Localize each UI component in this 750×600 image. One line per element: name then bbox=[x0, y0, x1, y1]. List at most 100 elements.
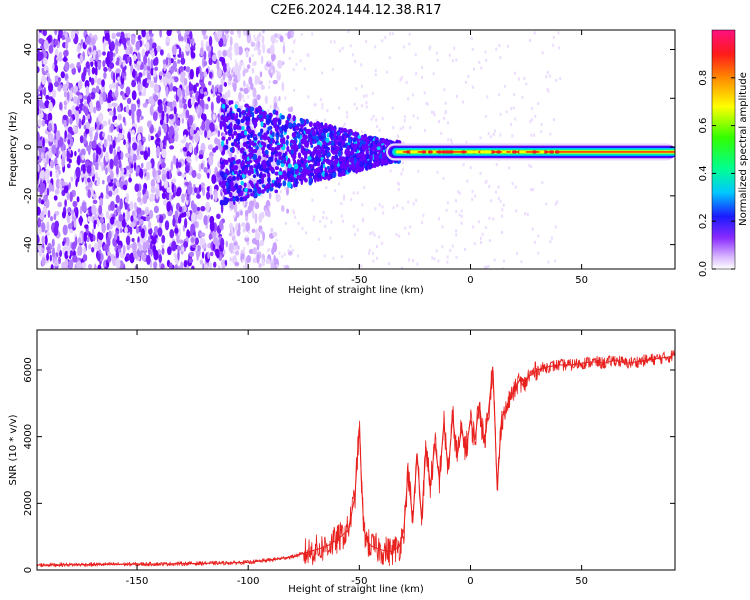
heatmap-cell bbox=[300, 33, 303, 37]
heatmap-cell bbox=[221, 184, 226, 189]
heatmap-cell bbox=[396, 134, 399, 138]
heatmap-cell bbox=[295, 62, 298, 66]
heatmap-cell bbox=[250, 82, 254, 91]
heatmap-cell bbox=[161, 234, 166, 244]
heatmap-cell bbox=[85, 185, 90, 191]
heatmap-cell bbox=[467, 74, 470, 78]
heatmap-cell bbox=[283, 264, 286, 268]
heatmap-cell bbox=[242, 227, 246, 233]
heatmap-cell bbox=[113, 136, 117, 141]
heatmap-cell bbox=[53, 213, 57, 221]
heatmap-cell bbox=[223, 189, 227, 195]
heatmap-cell bbox=[152, 94, 159, 102]
heatmap-cell bbox=[372, 140, 376, 146]
heatmap-cell bbox=[195, 66, 199, 78]
heatmap-cell bbox=[486, 95, 489, 99]
heatmap-cell bbox=[173, 106, 177, 115]
heatmap-cell bbox=[262, 163, 267, 170]
heatmap-cell bbox=[251, 54, 254, 58]
heatmap-cell bbox=[258, 32, 262, 38]
heatmap-cell bbox=[373, 154, 378, 161]
signal-hotspot bbox=[496, 150, 502, 154]
heatmap-cell bbox=[168, 130, 173, 139]
heatmap-cell bbox=[315, 127, 319, 133]
heatmap-cell bbox=[247, 127, 252, 133]
heatmap-cell bbox=[152, 58, 157, 67]
heatmap-cell bbox=[260, 141, 265, 146]
heatmap-cell bbox=[330, 164, 334, 170]
spectrogram-frame bbox=[36, 29, 676, 270]
heatmap-cell bbox=[61, 34, 66, 41]
heatmap-cell bbox=[78, 216, 84, 224]
heatmap-cell bbox=[146, 254, 151, 265]
heatmap-cell bbox=[141, 48, 146, 58]
heatmap-cell bbox=[133, 202, 137, 210]
heatmap-cell bbox=[323, 254, 326, 258]
heatmap-cell bbox=[48, 122, 53, 132]
heatmap-cell bbox=[107, 134, 111, 142]
heatmap-cell bbox=[122, 60, 126, 67]
heatmap-cell bbox=[319, 219, 322, 223]
heatmap-cell bbox=[361, 203, 364, 207]
heatmap-cell bbox=[157, 104, 163, 114]
signal-hotspot bbox=[486, 150, 492, 154]
heatmap-cell bbox=[549, 240, 552, 244]
heatmap-cell bbox=[67, 207, 71, 213]
heatmap-cell bbox=[179, 148, 184, 153]
heatmap-cell bbox=[156, 45, 162, 52]
heatmap-cell bbox=[296, 174, 301, 180]
heatmap-cell bbox=[145, 50, 150, 55]
heatmap-cell bbox=[145, 31, 150, 41]
colorbar: 0.00.20.40.60.8 Normalized spectral ampl… bbox=[698, 29, 749, 277]
heatmap-cell bbox=[457, 190, 460, 194]
heatmap-cell bbox=[346, 133, 349, 138]
heatmap-cell bbox=[62, 240, 65, 247]
heatmap-cell bbox=[119, 38, 122, 45]
heatmap-cell bbox=[150, 249, 153, 257]
heatmap-cell bbox=[391, 106, 394, 110]
heatmap-cell bbox=[338, 106, 341, 110]
heatmap-cell bbox=[286, 129, 289, 133]
heatmap-cell bbox=[107, 255, 112, 263]
heatmap-cell bbox=[131, 136, 137, 143]
heatmap-cell bbox=[325, 186, 328, 190]
heatmap-cell bbox=[235, 222, 239, 232]
heatmap-cell bbox=[240, 118, 245, 124]
heatmap-cell bbox=[313, 147, 316, 153]
heatmap-cell bbox=[37, 131, 40, 142]
heatmap-cell bbox=[537, 234, 540, 238]
heatmap-cell bbox=[301, 159, 304, 165]
heatmap-cell bbox=[446, 260, 449, 264]
heatmap-cell bbox=[313, 215, 316, 219]
heatmap-cell bbox=[282, 152, 286, 159]
heatmap-cell bbox=[332, 256, 335, 260]
heatmap-cell bbox=[104, 266, 109, 269]
heatmap-cell bbox=[112, 257, 117, 267]
heatmap-cell bbox=[319, 98, 322, 102]
heatmap-cell bbox=[398, 234, 401, 238]
heatmap-cell bbox=[129, 168, 134, 174]
heatmap-cell bbox=[198, 154, 204, 160]
heatmap-cell bbox=[150, 185, 156, 194]
heatmap-cell bbox=[209, 251, 214, 257]
heatmap-cell bbox=[142, 241, 147, 252]
heatmap-cell bbox=[38, 30, 42, 33]
heatmap-cell bbox=[163, 135, 167, 147]
heatmap-cell bbox=[347, 136, 352, 144]
heatmap-cell bbox=[151, 42, 157, 49]
heatmap-cell bbox=[484, 180, 487, 184]
heatmap-cell bbox=[177, 161, 182, 169]
heatmap-cell bbox=[255, 231, 261, 241]
heatmap-cell bbox=[81, 201, 87, 213]
heatmap-cell bbox=[63, 55, 67, 63]
heatmap-cell bbox=[122, 129, 125, 134]
heatmap-cell bbox=[287, 163, 292, 169]
heatmap-cell bbox=[63, 119, 67, 128]
heatmap-cell bbox=[111, 32, 116, 40]
heatmap-cell bbox=[557, 31, 560, 35]
heatmap-cell bbox=[63, 50, 69, 57]
snr-frame bbox=[36, 329, 676, 571]
heatmap-cell bbox=[335, 158, 339, 165]
heatmap-cell bbox=[379, 152, 383, 159]
heatmap-cell bbox=[433, 257, 436, 261]
